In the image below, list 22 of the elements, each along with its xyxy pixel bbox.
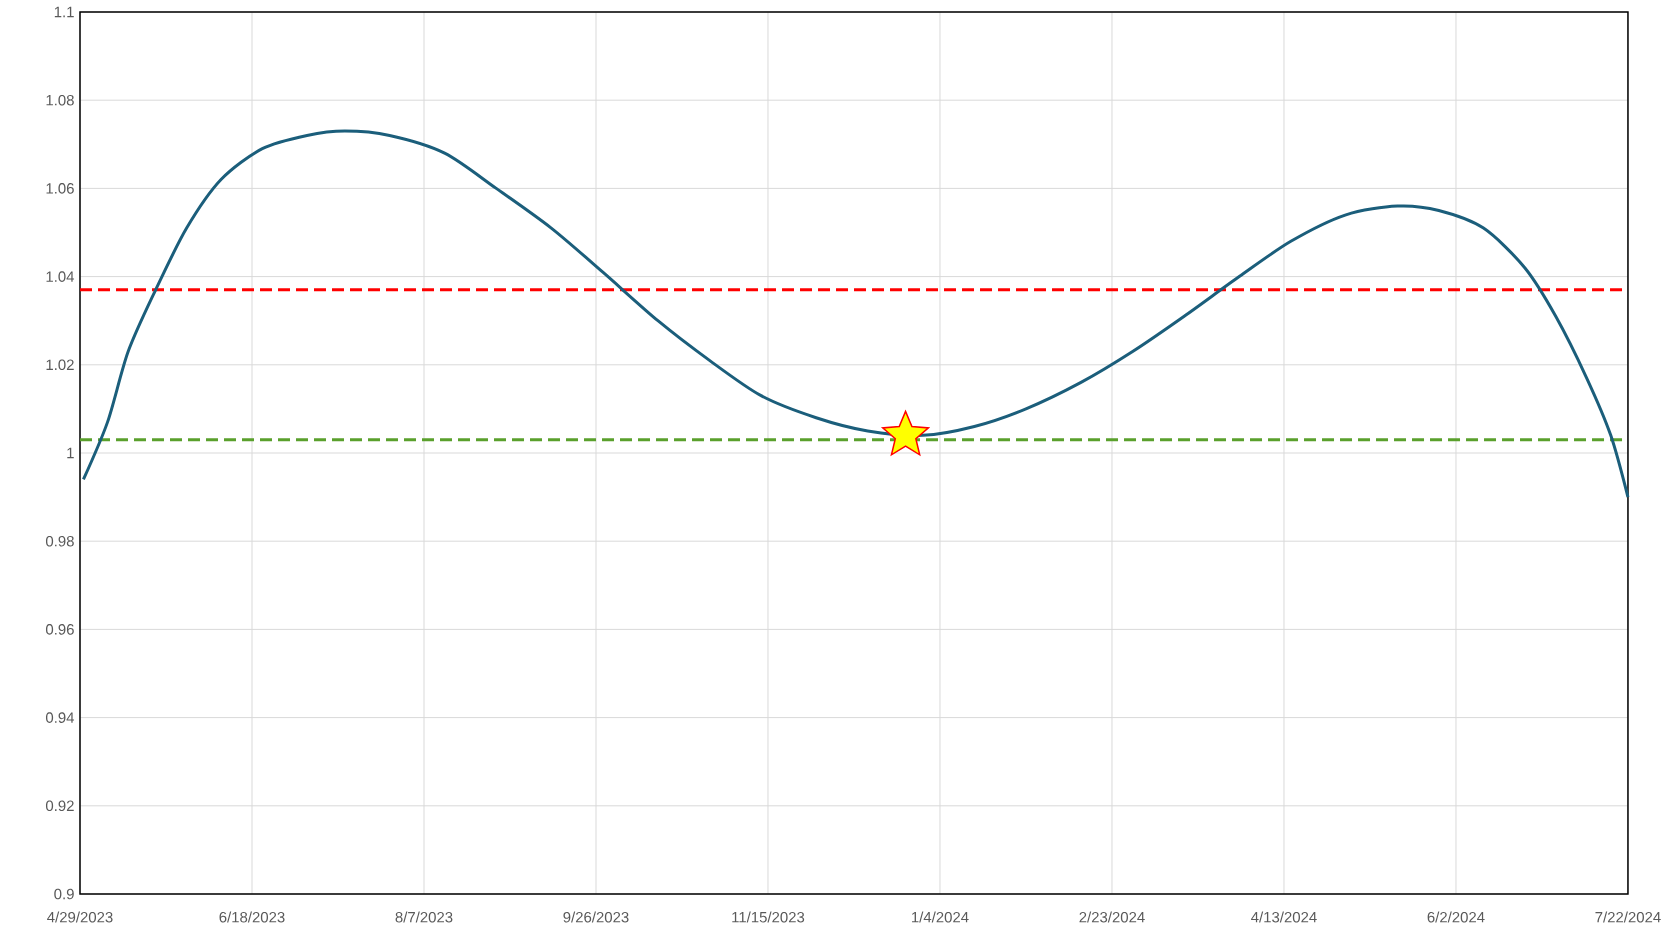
y-tick-label: 1: [67, 447, 74, 459]
x-tick-label: 4/13/2024: [1251, 911, 1317, 923]
x-tick-label: 4/29/2023: [47, 911, 113, 923]
x-tick-label: 6/2/2024: [1427, 911, 1485, 923]
y-tick-label: 0.96: [45, 624, 74, 635]
x-tick-label: 11/15/2023: [732, 911, 805, 923]
y-tick-label: 0.92: [45, 800, 74, 812]
y-tick-label: 1.08: [46, 94, 74, 106]
y-tick-label: 1.02: [46, 359, 74, 371]
x-tick-label: 9/26/2023: [563, 911, 629, 923]
y-tick-label: 1.04: [46, 271, 75, 282]
x-tick-label: 6/18/2023: [219, 911, 285, 923]
y-tick-label: 0.98: [45, 535, 74, 547]
y-tick-label: 1.1: [54, 6, 74, 18]
x-tick-label: 7/22/2024: [1595, 911, 1661, 923]
x-tick-label: 8/7/2023: [395, 911, 453, 923]
x-tick-label: 1/4/2024: [912, 911, 969, 923]
y-tick-label: 1.06: [46, 183, 74, 194]
x-tick-label: 2/23/2024: [1079, 911, 1145, 923]
y-tick-label: 0.9: [54, 888, 74, 900]
line-series: [81, 129, 1630, 499]
y-tick-label: 0.94: [45, 712, 75, 723]
